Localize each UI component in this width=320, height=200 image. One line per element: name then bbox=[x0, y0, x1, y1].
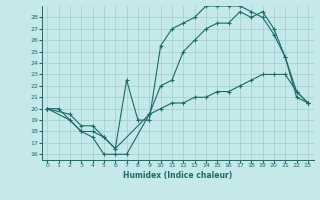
X-axis label: Humidex (Indice chaleur): Humidex (Indice chaleur) bbox=[123, 171, 232, 180]
